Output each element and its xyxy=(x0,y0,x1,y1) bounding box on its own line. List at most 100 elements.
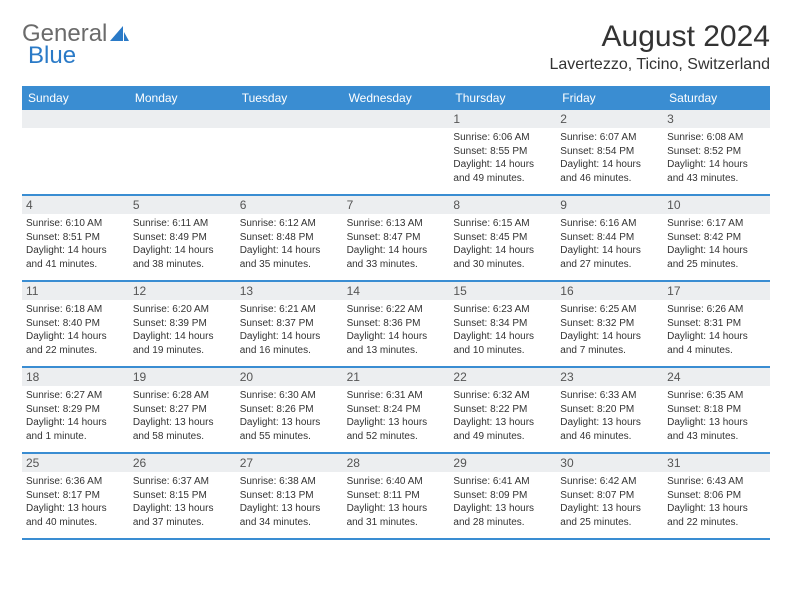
daylight-line: Daylight: 14 hours and 4 minutes. xyxy=(667,330,766,357)
daylight-line: Daylight: 13 hours and 31 minutes. xyxy=(347,502,446,529)
daylight-line: Daylight: 13 hours and 52 minutes. xyxy=(347,416,446,443)
sunset-line: Sunset: 8:07 PM xyxy=(560,489,659,503)
day-cell: 26 Sunrise: 6:37 AMSunset: 8:15 PMDayligh… xyxy=(129,454,236,540)
day-number: 4 xyxy=(22,196,129,214)
sunrise-line: Sunrise: 6:13 AM xyxy=(347,217,446,231)
day-number: 7 xyxy=(343,196,450,214)
day-number: 25 xyxy=(22,454,129,472)
day-number: 21 xyxy=(343,368,450,386)
sunset-line: Sunset: 8:26 PM xyxy=(240,403,339,417)
day-cell: 17Sunrise: 6:26 AMSunset: 8:31 PMDayligh… xyxy=(663,282,770,368)
day-cell: 29Sunrise: 6:41 AMSunset: 8:09 PMDayligh… xyxy=(449,454,556,540)
weekday-header: Friday xyxy=(556,86,663,110)
day-cell: 24Sunrise: 6:35 AMSunset: 8:18 PMDayligh… xyxy=(663,368,770,454)
day-number: 26 xyxy=(129,454,236,472)
sunrise-line: Sunrise: 6:38 AM xyxy=(240,475,339,489)
sunrise-line: Sunrise: 6:08 AM xyxy=(667,131,766,145)
daylight-line: Daylight: 14 hours and 41 minutes. xyxy=(26,244,125,271)
sunset-line: Sunset: 8:06 PM xyxy=(667,489,766,503)
sunrise-line: Sunrise: 6:33 AM xyxy=(560,389,659,403)
sunset-line: Sunset: 8:48 PM xyxy=(240,231,339,245)
sunrise-line: Sunrise: 6:15 AM xyxy=(453,217,552,231)
daylight-line: Daylight: 14 hours and 46 minutes. xyxy=(560,158,659,185)
daylight-line: Daylight: 13 hours and 49 minutes. xyxy=(453,416,552,443)
day-number: 30 xyxy=(556,454,663,472)
sunrise-line: Sunrise: 6:37 AM xyxy=(133,475,232,489)
sunrise-line: Sunrise: 6:06 AM xyxy=(453,131,552,145)
sunset-line: Sunset: 8:32 PM xyxy=(560,317,659,331)
sunset-line: Sunset: 8:27 PM xyxy=(133,403,232,417)
month-title: August 2024 xyxy=(549,20,770,54)
day-cell: 5Sunrise: 6:11 AMSunset: 8:49 PMDaylight… xyxy=(129,196,236,282)
sunrise-line: Sunrise: 6:16 AM xyxy=(560,217,659,231)
daylight-line: Daylight: 14 hours and 19 minutes. xyxy=(133,330,232,357)
sunrise-line: Sunrise: 6:27 AM xyxy=(26,389,125,403)
daynum-row-empty xyxy=(343,110,450,128)
day-cell: 30Sunrise: 6:42 AMSunset: 8:07 PMDayligh… xyxy=(556,454,663,540)
daylight-line: Daylight: 14 hours and 38 minutes. xyxy=(133,244,232,271)
sunrise-line: Sunrise: 6:22 AM xyxy=(347,303,446,317)
day-cell: 19Sunrise: 6:28 AMSunset: 8:27 PMDayligh… xyxy=(129,368,236,454)
sunset-line: Sunset: 8:15 PM xyxy=(133,489,232,503)
day-number: 15 xyxy=(449,282,556,300)
daylight-line: Daylight: 14 hours and 10 minutes. xyxy=(453,330,552,357)
logo-sail-icon xyxy=(109,25,129,43)
sunrise-line: Sunrise: 6:11 AM xyxy=(133,217,232,231)
day-cell: 6Sunrise: 6:12 AMSunset: 8:48 PMDaylight… xyxy=(236,196,343,282)
day-number: 22 xyxy=(449,368,556,386)
sunset-line: Sunset: 8:39 PM xyxy=(133,317,232,331)
sunset-line: Sunset: 8:42 PM xyxy=(667,231,766,245)
weekday-header: Monday xyxy=(129,86,236,110)
sunrise-line: Sunrise: 6:43 AM xyxy=(667,475,766,489)
sunset-line: Sunset: 8:31 PM xyxy=(667,317,766,331)
day-cell: 3Sunrise: 6:08 AMSunset: 8:52 PMDaylight… xyxy=(663,110,770,196)
day-cell: 1Sunrise: 6:06 AMSunset: 8:55 PMDaylight… xyxy=(449,110,556,196)
daylight-line: Daylight: 13 hours and 55 minutes. xyxy=(240,416,339,443)
day-cell: 4Sunrise: 6:10 AMSunset: 8:51 PMDaylight… xyxy=(22,196,129,282)
day-cell: 15 Sunrise: 6:23 AMSunset: 8:34 PMDayligh… xyxy=(449,282,556,368)
sunset-line: Sunset: 8:11 PM xyxy=(347,489,446,503)
daylight-line: Daylight: 14 hours and 35 minutes. xyxy=(240,244,339,271)
daylight-line: Daylight: 14 hours and 43 minutes. xyxy=(667,158,766,185)
sunrise-line: Sunrise: 6:35 AM xyxy=(667,389,766,403)
sunrise-line: Sunrise: 6:25 AM xyxy=(560,303,659,317)
sunset-line: Sunset: 8:54 PM xyxy=(560,145,659,159)
day-number: 8 xyxy=(449,196,556,214)
day-cell: 11Sunrise: 6:18 AMSunset: 8:40 PMDayligh… xyxy=(22,282,129,368)
sunset-line: Sunset: 8:20 PM xyxy=(560,403,659,417)
sunrise-line: Sunrise: 6:23 AM xyxy=(453,303,552,317)
day-cell: 12Sunrise: 6:20 AMSunset: 8:39 PMDayligh… xyxy=(129,282,236,368)
weekday-header: Tuesday xyxy=(236,86,343,110)
empty-cell xyxy=(236,110,343,196)
sunrise-line: Sunrise: 6:17 AM xyxy=(667,217,766,231)
sunset-line: Sunset: 8:34 PM xyxy=(453,317,552,331)
daylight-line: Daylight: 13 hours and 37 minutes. xyxy=(133,502,232,529)
sunset-line: Sunset: 8:45 PM xyxy=(453,231,552,245)
day-number: 23 xyxy=(556,368,663,386)
sunrise-line: Sunrise: 6:32 AM xyxy=(453,389,552,403)
day-number: 13 xyxy=(236,282,343,300)
sunset-line: Sunset: 8:36 PM xyxy=(347,317,446,331)
day-cell: 28Sunrise: 6:40 AMSunset: 8:11 PMDayligh… xyxy=(343,454,450,540)
daylight-line: Daylight: 13 hours and 28 minutes. xyxy=(453,502,552,529)
daylight-line: Daylight: 13 hours and 22 minutes. xyxy=(667,502,766,529)
day-number: 29 xyxy=(449,454,556,472)
day-cell: 2 Sunrise: 6:07 AMSunset: 8:54 PMDaylight… xyxy=(556,110,663,196)
day-number: 14 xyxy=(343,282,450,300)
daylight-line: Daylight: 14 hours and 30 minutes. xyxy=(453,244,552,271)
daylight-line: Daylight: 14 hours and 16 minutes. xyxy=(240,330,339,357)
day-cell: 18Sunrise: 6:27 AMSunset: 8:29 PMDayligh… xyxy=(22,368,129,454)
weekday-header: Thursday xyxy=(449,86,556,110)
sunset-line: Sunset: 8:44 PM xyxy=(560,231,659,245)
sunrise-line: Sunrise: 6:21 AM xyxy=(240,303,339,317)
sunrise-line: Sunrise: 6:07 AM xyxy=(560,131,659,145)
daylight-line: Daylight: 14 hours and 25 minutes. xyxy=(667,244,766,271)
day-number: 24 xyxy=(663,368,770,386)
day-number: 9 xyxy=(556,196,663,214)
day-number: 2 xyxy=(556,110,663,128)
sunset-line: Sunset: 8:18 PM xyxy=(667,403,766,417)
daylight-line: Daylight: 13 hours and 25 minutes. xyxy=(560,502,659,529)
day-cell: 14Sunrise: 6:22 AMSunset: 8:36 PMDayligh… xyxy=(343,282,450,368)
day-cell: 10Sunrise: 6:17 AMSunset: 8:42 PMDayligh… xyxy=(663,196,770,282)
day-cell: 25Sunrise: 6:36 AMSunset: 8:17 PMDayligh… xyxy=(22,454,129,540)
